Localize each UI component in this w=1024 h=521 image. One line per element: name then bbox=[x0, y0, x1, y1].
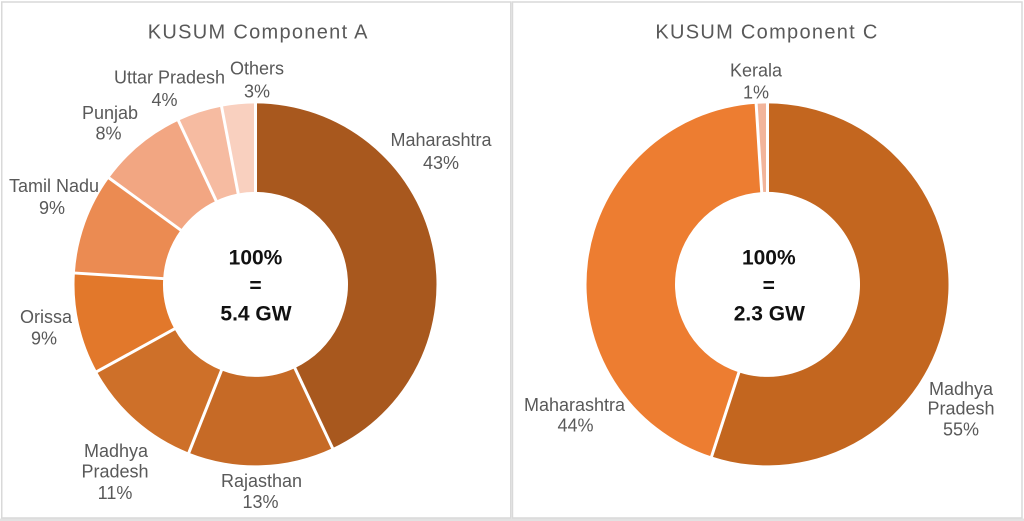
svg-text:Madhya: Madhya bbox=[929, 379, 994, 399]
svg-text:Kerala: Kerala bbox=[730, 61, 783, 81]
svg-text:Pradesh: Pradesh bbox=[927, 399, 994, 419]
svg-text:Uttar Pradesh: Uttar Pradesh bbox=[114, 68, 225, 88]
svg-text:=: = bbox=[249, 275, 261, 298]
svg-text:44%: 44% bbox=[557, 416, 593, 436]
svg-text:Orissa: Orissa bbox=[20, 307, 73, 327]
svg-text:=: = bbox=[763, 275, 775, 298]
svg-text:Maharashtra: Maharashtra bbox=[524, 395, 626, 415]
svg-text:KUSUM Component C: KUSUM Component C bbox=[655, 22, 878, 44]
svg-text:1%: 1% bbox=[743, 83, 769, 103]
svg-text:43%: 43% bbox=[423, 153, 459, 173]
svg-text:9%: 9% bbox=[39, 198, 65, 218]
svg-text:9%: 9% bbox=[31, 329, 57, 349]
svg-text:100%: 100% bbox=[742, 247, 796, 270]
svg-text:55%: 55% bbox=[943, 420, 979, 440]
svg-text:Madhya: Madhya bbox=[84, 441, 149, 461]
svg-text:4%: 4% bbox=[151, 90, 177, 110]
svg-text:Pradesh: Pradesh bbox=[81, 461, 148, 481]
svg-text:8%: 8% bbox=[95, 124, 121, 144]
svg-text:Others: Others bbox=[230, 59, 284, 79]
svg-text:100%: 100% bbox=[229, 247, 283, 270]
svg-text:Maharashtra: Maharashtra bbox=[390, 130, 492, 150]
svg-text:11%: 11% bbox=[98, 483, 133, 503]
svg-text:2.3 GW: 2.3 GW bbox=[734, 303, 805, 326]
svg-text:Rajasthan: Rajasthan bbox=[221, 471, 302, 491]
svg-text:Punjab: Punjab bbox=[82, 103, 138, 123]
svg-text:Tamil Nadu: Tamil Nadu bbox=[9, 176, 99, 196]
svg-text:5.4 GW: 5.4 GW bbox=[220, 303, 291, 326]
svg-text:3%: 3% bbox=[244, 82, 270, 102]
svg-text:13%: 13% bbox=[242, 492, 278, 512]
svg-text:KUSUM Component A: KUSUM Component A bbox=[148, 22, 369, 44]
